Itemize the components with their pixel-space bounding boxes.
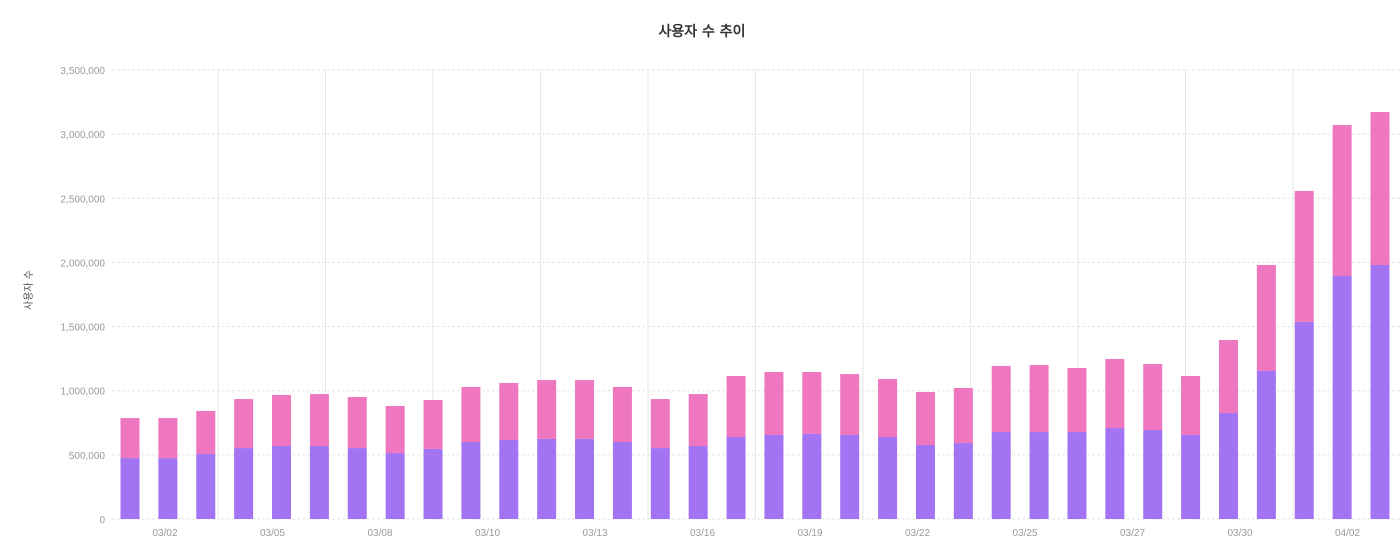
bar-series-1-9 <box>461 442 481 519</box>
bar-series-2-12 <box>575 380 595 439</box>
y-tick-label: 0 <box>99 515 105 526</box>
x-tick-label: 03/02 <box>152 528 177 539</box>
y-tick-label: 2,500,000 <box>61 194 106 205</box>
bar-series-1-16 <box>726 437 746 519</box>
bar-series-1-12 <box>575 438 595 519</box>
bar-series-2-27 <box>1143 364 1163 430</box>
bar-series-2-18 <box>802 371 822 434</box>
y-tick-label: 1,000,000 <box>61 387 106 398</box>
bars <box>120 111 1390 519</box>
bar-series-2-7 <box>385 405 405 454</box>
bar-series-2-28 <box>1181 375 1201 435</box>
x-tick-label: 03/10 <box>475 528 500 539</box>
bar-series-2-11 <box>537 380 557 439</box>
bar-series-2-3 <box>234 399 254 449</box>
bar-series-1-31 <box>1294 321 1314 519</box>
bar-series-1-23 <box>991 432 1011 519</box>
bar-series-2-8 <box>423 399 443 449</box>
bar-series-2-6 <box>347 397 367 449</box>
bar-series-2-13 <box>612 386 632 443</box>
bar-series-2-1 <box>158 418 178 459</box>
x-tick-label: 03/27 <box>1120 528 1145 539</box>
bar-series-1-19 <box>840 434 860 519</box>
bar-series-2-14 <box>650 399 670 449</box>
bar-series-2-31 <box>1294 190 1314 322</box>
bar-series-2-0 <box>120 418 140 459</box>
bar-series-1-1 <box>158 458 178 519</box>
bar-series-2-33 <box>1370 111 1390 265</box>
bar-series-1-18 <box>802 433 822 519</box>
bar-series-1-27 <box>1143 429 1163 519</box>
bar-series-2-20 <box>878 379 898 438</box>
bar-series-1-15 <box>688 446 708 519</box>
y-tick-label: 3,000,000 <box>61 130 106 141</box>
bar-series-2-30 <box>1256 264 1276 371</box>
bar-series-2-4 <box>272 394 292 447</box>
bar-series-2-23 <box>991 365 1011 433</box>
x-tick-label: 04/02 <box>1335 528 1360 539</box>
bar-series-2-17 <box>764 371 784 435</box>
bar-series-1-32 <box>1332 276 1352 519</box>
bar-series-1-21 <box>915 444 935 519</box>
bar-series-2-22 <box>953 388 973 444</box>
bar-series-1-22 <box>953 443 973 519</box>
x-tick-label: 03/13 <box>582 528 607 539</box>
bar-series-1-10 <box>499 439 519 519</box>
bar-series-1-4 <box>272 446 292 519</box>
bar-series-1-30 <box>1256 370 1276 519</box>
y-tick-label: 1,500,000 <box>61 323 106 334</box>
y-tick-label: 3,500,000 <box>61 66 106 77</box>
bar-series-1-8 <box>423 448 443 519</box>
y-tick-label: 500,000 <box>69 451 106 462</box>
bar-series-1-7 <box>385 453 405 519</box>
bar-series-2-5 <box>309 394 329 447</box>
bar-series-1-13 <box>612 442 632 519</box>
x-tick-label: 03/08 <box>367 528 392 539</box>
x-axis: 03/02 03/05 03/08 03/10 03/13 03/16 03/19 03/22… <box>152 528 1360 539</box>
bar-series-2-16 <box>726 375 746 438</box>
y-tick-label: 2,000,000 <box>61 258 106 269</box>
bar-series-1-14 <box>650 448 670 519</box>
x-tick-label: 03/25 <box>1012 528 1037 539</box>
chart-title: 사용자 수 추이 <box>658 23 745 40</box>
bar-series-1-11 <box>537 438 557 519</box>
bar-series-1-0 <box>120 458 140 519</box>
y-axis-label: 사용자 수 <box>23 270 35 310</box>
y-axis: 0 500,000 1,000,000 1,500,000 2,000,000 2,500… <box>61 66 106 526</box>
bar-series-2-10 <box>499 383 519 440</box>
grid <box>112 69 1400 520</box>
x-tick-label: 03/30 <box>1227 528 1252 539</box>
bar-series-2-24 <box>1029 365 1049 433</box>
bar-series-1-6 <box>347 448 367 519</box>
bar-series-2-9 <box>461 386 481 443</box>
x-tick-label: 03/05 <box>260 528 285 539</box>
bar-series-1-25 <box>1067 432 1087 519</box>
bar-series-2-2 <box>196 410 216 454</box>
bar-series-1-17 <box>764 434 784 519</box>
bar-series-2-19 <box>840 374 860 435</box>
bar-series-1-5 <box>309 446 329 519</box>
bar-series-2-25 <box>1067 368 1087 433</box>
bar-series-2-21 <box>915 391 935 445</box>
bar-series-1-28 <box>1181 434 1201 519</box>
bar-series-2-26 <box>1105 359 1125 429</box>
bar-series-1-26 <box>1105 428 1125 519</box>
x-tick-label: 03/19 <box>797 528 822 539</box>
bar-series-2-29 <box>1218 340 1238 414</box>
bar-series-1-29 <box>1218 413 1238 519</box>
x-tick-label: 03/22 <box>905 528 930 539</box>
x-tick-label: 03/16 <box>690 528 715 539</box>
bar-series-1-2 <box>196 453 216 519</box>
bar-series-2-15 <box>688 394 708 447</box>
bar-series-2-32 <box>1332 125 1352 277</box>
bar-series-1-3 <box>234 448 254 519</box>
bar-series-1-33 <box>1370 264 1390 519</box>
bar-series-1-20 <box>878 437 898 519</box>
bar-series-1-24 <box>1029 432 1049 519</box>
